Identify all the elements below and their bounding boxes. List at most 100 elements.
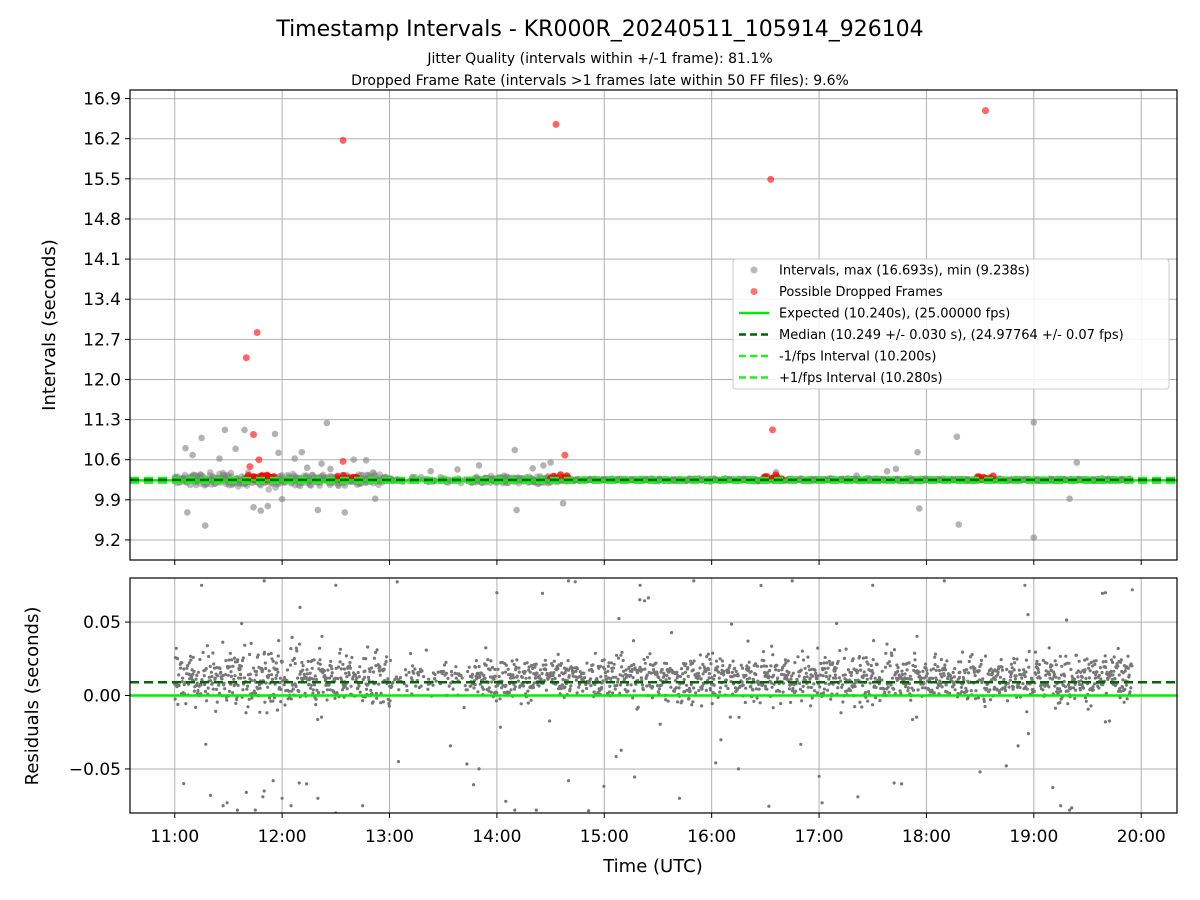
residual-point — [657, 687, 662, 691]
residual-point — [737, 715, 741, 719]
residual-point — [584, 682, 588, 687]
residual-point — [204, 667, 208, 671]
residual-point — [996, 673, 1000, 677]
residual-point — [940, 675, 944, 679]
residual-point — [592, 690, 596, 694]
residual-point — [232, 677, 236, 681]
residual-point — [194, 677, 198, 681]
residual-point — [386, 677, 390, 681]
residual-point — [1123, 669, 1127, 673]
residual-point — [420, 669, 424, 673]
residual-point — [551, 663, 555, 668]
interval-point — [341, 509, 349, 516]
residual-point — [477, 767, 481, 771]
residual-point — [446, 676, 450, 681]
residual-point — [638, 598, 642, 602]
residual-point — [498, 697, 502, 701]
residual-point — [758, 701, 762, 705]
residual-point — [755, 696, 759, 700]
residual-point — [899, 691, 903, 695]
residual-point — [705, 655, 709, 659]
residual-point — [602, 658, 606, 662]
residual-point — [358, 665, 362, 669]
residual-point — [209, 679, 213, 683]
residual-point — [1013, 661, 1017, 665]
residual-point — [883, 665, 888, 669]
residual-point — [942, 579, 946, 583]
interval-point — [275, 449, 282, 457]
residual-point — [753, 662, 758, 666]
residual-point — [687, 696, 691, 700]
residual-point — [207, 654, 211, 659]
residual-point — [462, 705, 466, 710]
residual-point — [226, 673, 230, 677]
residual-point — [470, 672, 474, 677]
residual-point — [575, 691, 579, 695]
residual-point — [816, 646, 820, 650]
residual-point — [739, 663, 743, 667]
residual-point — [751, 678, 756, 682]
dropped-frame-point — [767, 175, 775, 183]
residual-point — [453, 671, 457, 676]
residual-point — [1048, 672, 1052, 677]
residual-point — [871, 583, 875, 587]
residual-point — [549, 671, 553, 675]
residual-point — [552, 659, 556, 663]
residuals-y-axis-label: Residuals (seconds) — [22, 607, 43, 786]
residual-point — [332, 690, 336, 694]
residual-point — [419, 684, 423, 688]
residual-point — [294, 646, 298, 650]
residual-point — [978, 770, 982, 774]
residual-point — [642, 657, 646, 662]
residual-point — [310, 666, 314, 670]
residual-point — [356, 670, 360, 675]
residual-point — [328, 688, 332, 692]
residual-point — [922, 681, 926, 686]
residual-point — [642, 599, 647, 603]
residual-point — [957, 675, 962, 680]
residual-point — [1018, 685, 1022, 690]
residual-point — [915, 715, 919, 719]
residual-point — [718, 657, 722, 661]
residual-point — [1053, 659, 1057, 663]
residual-point — [901, 662, 905, 666]
residual-point — [334, 583, 338, 587]
residual-point — [718, 690, 722, 694]
residual-point — [1024, 685, 1028, 689]
x-tick-label: 13:00 — [365, 827, 414, 847]
residual-point — [1083, 668, 1087, 672]
residual-point — [886, 685, 890, 689]
residual-point — [982, 699, 986, 704]
dropped-frame-point — [339, 136, 347, 144]
residual-point — [526, 701, 530, 705]
residual-point — [1110, 678, 1114, 682]
residual-point — [396, 678, 400, 682]
residual-point — [1125, 697, 1129, 701]
residual-point — [1035, 659, 1039, 664]
residual-point — [911, 717, 915, 722]
residual-point — [1032, 689, 1036, 694]
interval-point — [189, 451, 196, 459]
residual-point — [888, 664, 892, 668]
residual-point — [190, 675, 194, 679]
residual-point — [900, 782, 904, 786]
residual-point — [1079, 679, 1083, 683]
residual-point — [364, 657, 368, 661]
residual-point — [870, 703, 875, 707]
residual-point — [945, 659, 949, 663]
residual-point — [648, 652, 652, 656]
residual-point — [309, 686, 313, 690]
residual-point — [1053, 684, 1057, 688]
residual-point — [961, 650, 965, 654]
residual-point — [791, 686, 795, 691]
residual-point — [449, 670, 454, 674]
residual-point — [763, 684, 768, 688]
residual-point — [911, 663, 915, 668]
residual-point — [474, 665, 478, 669]
residual-point — [278, 680, 282, 685]
residual-point — [254, 673, 258, 677]
residual-point — [661, 675, 666, 679]
residual-point — [1050, 664, 1054, 668]
residual-point — [1101, 683, 1105, 687]
residual-point — [866, 690, 871, 694]
